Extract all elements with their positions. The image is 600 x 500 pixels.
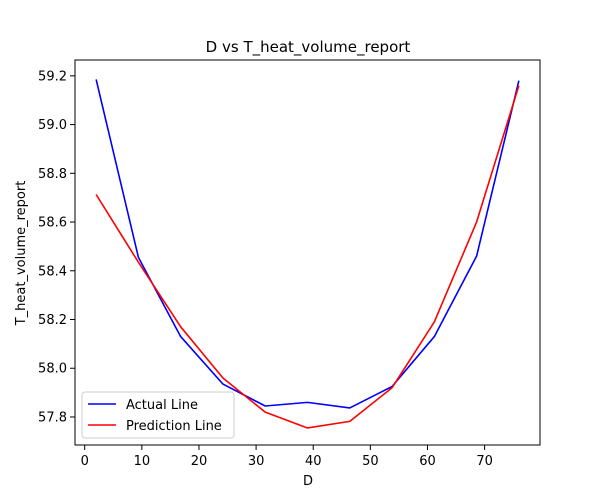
legend-label-actual-line: Actual Line	[126, 398, 198, 413]
legend-label-prediction-line: Prediction Line	[126, 419, 222, 434]
legend-box	[81, 391, 235, 439]
x-tick-label: 10	[134, 454, 151, 469]
series-layer	[95, 79, 520, 429]
x-tick-label: 30	[248, 454, 265, 469]
y-tick-label: 58.2	[38, 313, 67, 328]
x-tick-label: 70	[476, 454, 493, 469]
x-tick-label: 50	[362, 454, 379, 469]
plot-frame	[74, 59, 541, 446]
x-axis-label: D	[303, 474, 313, 489]
y-tick-label: 59.0	[38, 118, 67, 133]
legend: Actual Line Prediction Line	[81, 391, 235, 439]
x-tick-label: 20	[191, 454, 208, 469]
x-tick-label: 60	[419, 454, 436, 469]
plot-area	[74, 59, 541, 446]
x-axis: 0 10 20 30 40 50 60 70	[81, 445, 493, 469]
chart-title: D vs T_heat_volume_report	[206, 38, 411, 57]
y-tick-label: 58.0	[38, 362, 67, 377]
y-tick-label: 59.2	[38, 69, 67, 84]
x-tick-label: 40	[305, 454, 322, 469]
y-axis: 57.8 58.0 58.2 58.4 58.6 58.8 59.0 59.2	[38, 69, 75, 425]
y-tick-label: 58.6	[38, 216, 67, 231]
y-tick-label: 58.8	[38, 167, 67, 182]
y-axis-label: T_heat_volume_report	[14, 181, 29, 327]
y-tick-label: 57.8	[38, 410, 67, 425]
x-tick-label: 0	[81, 454, 89, 469]
series-line-prediction-line	[95, 85, 520, 429]
series-line-actual-line	[95, 79, 520, 409]
y-tick-label: 58.4	[38, 264, 67, 279]
